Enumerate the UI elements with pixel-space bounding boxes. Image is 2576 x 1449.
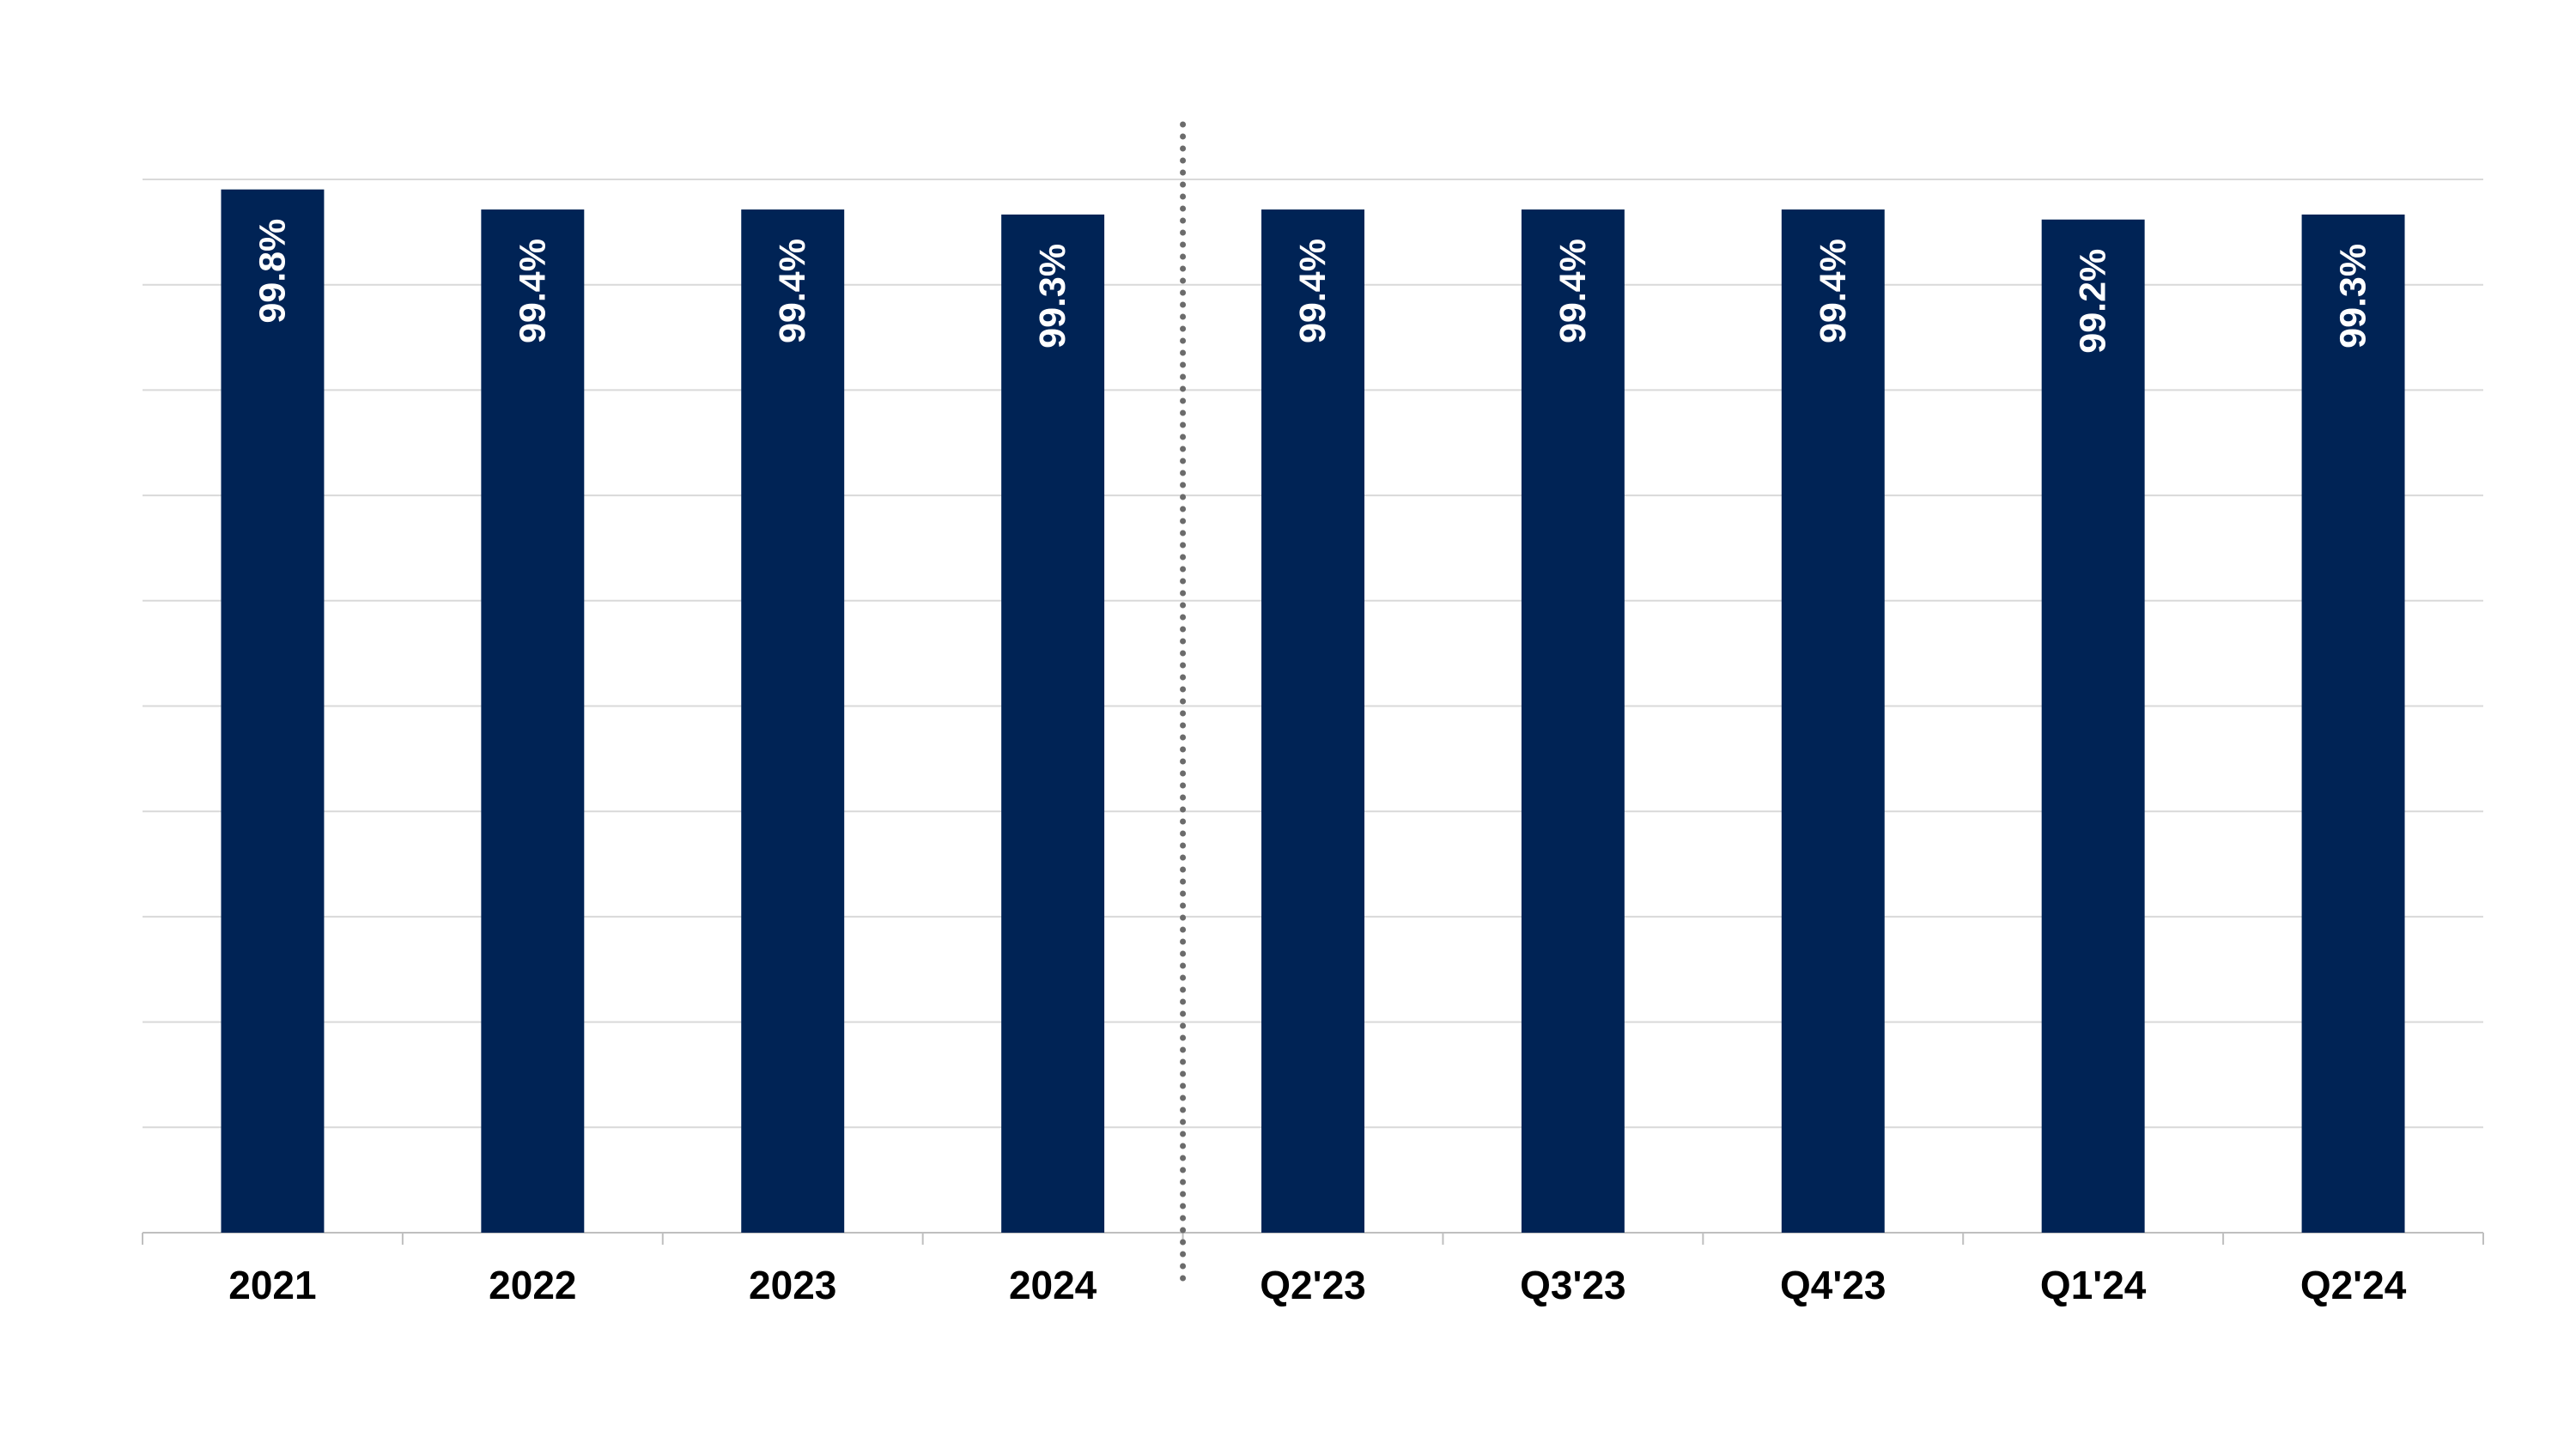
x-tick-label: 2024	[1009, 1263, 1097, 1307]
value-label: 99.4%	[772, 239, 813, 343]
value-label: 99.4%	[1813, 239, 1854, 343]
x-tick-label: 2023	[749, 1263, 836, 1307]
bar	[1521, 209, 1625, 1234]
bar	[1781, 209, 1885, 1234]
bar	[1001, 214, 1105, 1233]
x-tick-label: Q2'23	[1260, 1263, 1365, 1307]
value-label: 99.8%	[252, 219, 293, 324]
value-label: 99.4%	[1292, 239, 1334, 343]
value-label: 99.4%	[1552, 239, 1594, 343]
bar	[2041, 219, 2145, 1233]
bar	[2301, 214, 2405, 1233]
bar	[221, 189, 325, 1234]
bar	[741, 209, 845, 1234]
x-tick-label: 2021	[228, 1263, 316, 1307]
x-tick-label: 2022	[489, 1263, 576, 1307]
bar	[1261, 209, 1364, 1234]
x-tick-label: Q4'23	[1780, 1263, 1886, 1307]
value-label: 99.3%	[2333, 244, 2374, 349]
x-tick-label: Q1'24	[2040, 1263, 2147, 1307]
value-label: 99.4%	[512, 239, 553, 343]
value-label: 99.3%	[1032, 244, 1073, 349]
x-tick-label: Q2'24	[2300, 1263, 2407, 1307]
bar	[481, 209, 585, 1234]
value-label: 99.2%	[2073, 249, 2114, 354]
x-tick-label: Q3'23	[1520, 1263, 1625, 1307]
